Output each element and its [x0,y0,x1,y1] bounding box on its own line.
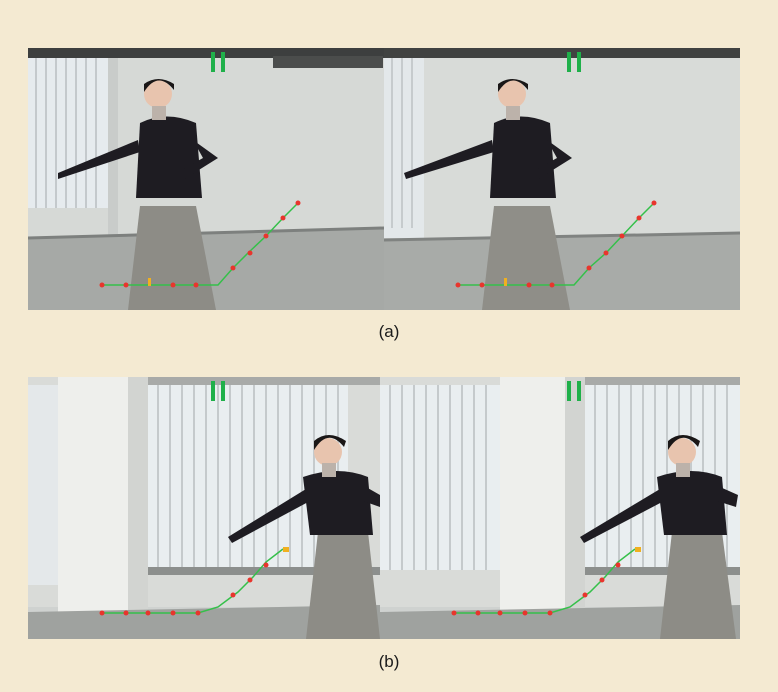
frame-b-left [28,377,380,639]
pause-icon [211,52,225,72]
pause-icon [211,381,225,401]
pause-icon [567,52,581,72]
frame-a-left [28,48,384,310]
pause-icon [567,381,581,401]
frame-b-right [380,377,740,639]
frame-a-right [384,48,740,310]
caption-a: (a) [378,322,400,341]
caption-b: (b) [378,652,400,671]
